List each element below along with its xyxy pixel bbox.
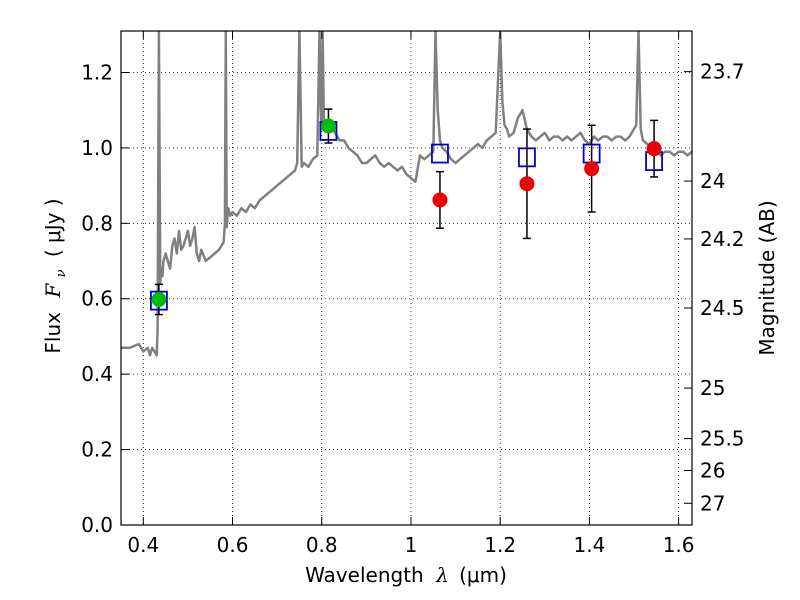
y2-tick-label: 23.7	[700, 60, 745, 84]
y-tick-label: 1.0	[81, 136, 113, 160]
observed-nir-point	[519, 176, 535, 192]
y-axis-label-subscript: ν	[54, 269, 69, 277]
y-tick-label: 0.8	[81, 211, 113, 235]
y-axis-label: Flux F ν ( μJy )	[41, 198, 70, 353]
y2-tick-label: 24.2	[700, 227, 745, 251]
y-tick-label: 0.4	[81, 362, 113, 386]
y2-tick-label: 27	[700, 491, 725, 515]
y-tick-label: 0.2	[81, 438, 113, 462]
x-tick-label: 1.4	[573, 533, 605, 557]
x-tick-label: 0.4	[127, 533, 159, 557]
plot-frame	[120, 30, 693, 526]
observed-nir-point	[646, 141, 662, 157]
y-tick-label: 0.6	[81, 287, 113, 311]
x-axis-label: Wavelength λ (μm)	[305, 563, 507, 587]
x-tick-label: 0.6	[217, 533, 249, 557]
y2-tick-label: 25.5	[700, 427, 745, 451]
x-tick-label: 1.6	[663, 533, 695, 557]
x-tick-label: 0.8	[306, 533, 338, 557]
y-tick-label: 0.0	[81, 513, 113, 537]
data-markers-layer	[150, 108, 663, 316]
observed-nir-point	[584, 161, 600, 177]
x-axis-label-symbol: λ	[435, 563, 449, 587]
model-spectrum-line	[121, 31, 692, 357]
axis-ticks: 0.4 0.6 0.8 1 1.2 1.4 1.6 0.0 0.2 0.4 0.6 0.8 1.0 1.2…	[81, 31, 745, 557]
model-photometry-square	[431, 143, 449, 164]
x-tick-label: 1	[405, 533, 418, 557]
observed-nir-point	[432, 192, 448, 208]
model-photometry-square	[150, 290, 168, 311]
y-axis-label-symbol: F	[41, 283, 65, 299]
model-spectrum-layer	[121, 31, 692, 357]
y-axis-label-units: ( μJy )	[41, 198, 65, 257]
observed-optical-point	[151, 291, 167, 307]
x-tick-label: 1.2	[484, 533, 516, 557]
y-axis-label-text: Flux	[41, 312, 65, 354]
y2-tick-label: 25	[700, 376, 725, 400]
y2-tick-label: 24	[700, 169, 725, 193]
x-axis-label-text: Wavelength	[305, 563, 424, 587]
observed-optical-point	[320, 118, 336, 134]
model-photometry-square	[518, 147, 536, 168]
y2-axis-label: Magnitude (AB)	[755, 200, 779, 355]
y2-tick-label: 24.5	[700, 296, 745, 320]
x-axis-label-units: (μm)	[459, 563, 507, 587]
y2-tick-label: 26	[700, 458, 725, 482]
grid-lines	[121, 31, 692, 526]
y-tick-label: 1.2	[81, 60, 113, 84]
